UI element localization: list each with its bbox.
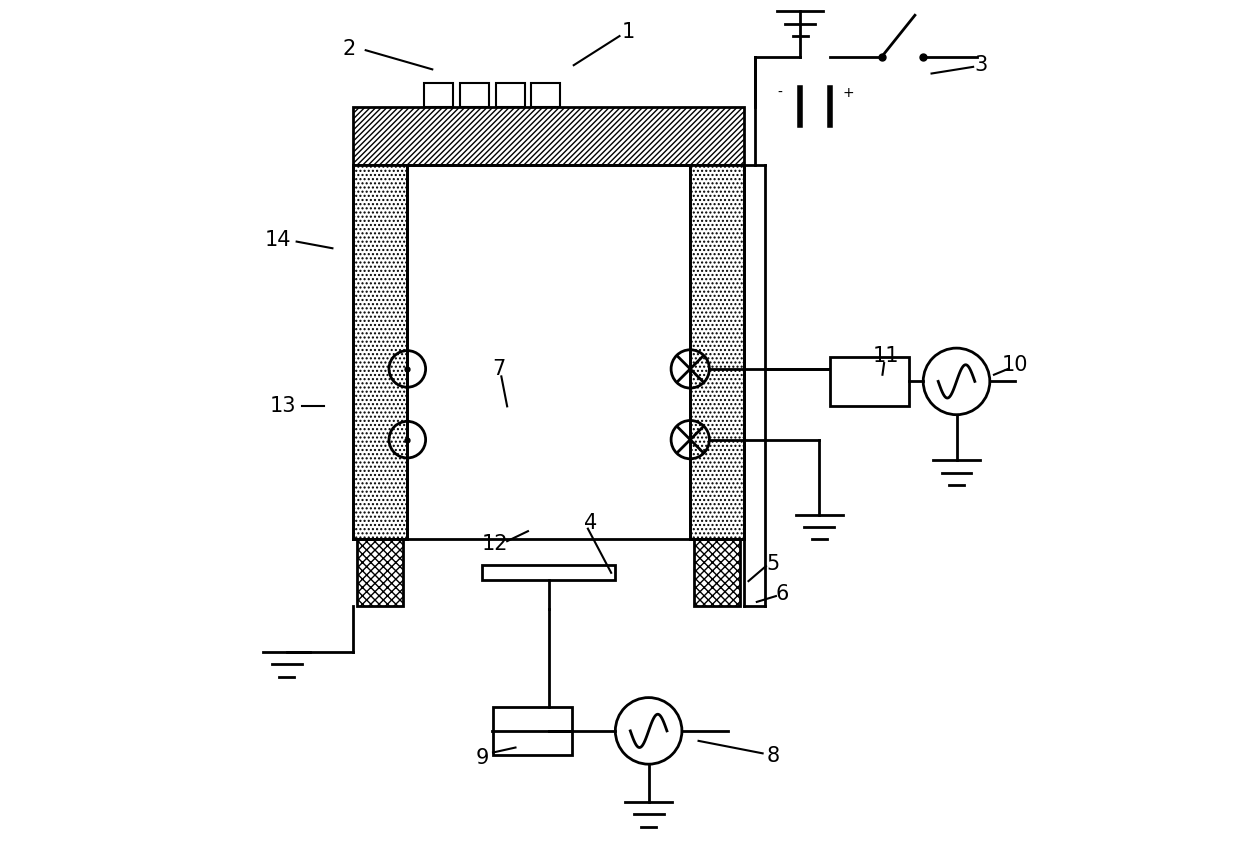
Bar	[694, 540, 740, 606]
Text: 7: 7	[492, 359, 506, 379]
Bar	[532, 84, 560, 107]
Text: 14: 14	[265, 230, 291, 250]
Text: -: -	[778, 85, 783, 100]
Text: 4: 4	[584, 513, 597, 533]
Text: 6: 6	[776, 584, 788, 603]
Bar	[493, 706, 571, 755]
Text: 13: 13	[269, 397, 296, 416]
Text: 10: 10	[1001, 354, 1028, 375]
Bar	[353, 107, 745, 165]
Bar	[424, 84, 453, 107]
Bar	[496, 84, 524, 107]
Text: 2: 2	[342, 39, 356, 58]
Bar	[353, 165, 408, 540]
Text: 5: 5	[767, 554, 781, 574]
Text: 11: 11	[872, 346, 900, 366]
Text: 8: 8	[767, 746, 781, 766]
Text: 12: 12	[482, 534, 508, 553]
Bar	[830, 357, 908, 405]
Bar	[690, 165, 745, 540]
Bar	[482, 565, 616, 580]
Bar	[460, 84, 489, 107]
Text: 3: 3	[975, 55, 987, 75]
Text: 1: 1	[621, 22, 634, 42]
Bar	[357, 540, 403, 606]
Text: +: +	[843, 85, 854, 100]
Text: 9: 9	[476, 748, 489, 767]
